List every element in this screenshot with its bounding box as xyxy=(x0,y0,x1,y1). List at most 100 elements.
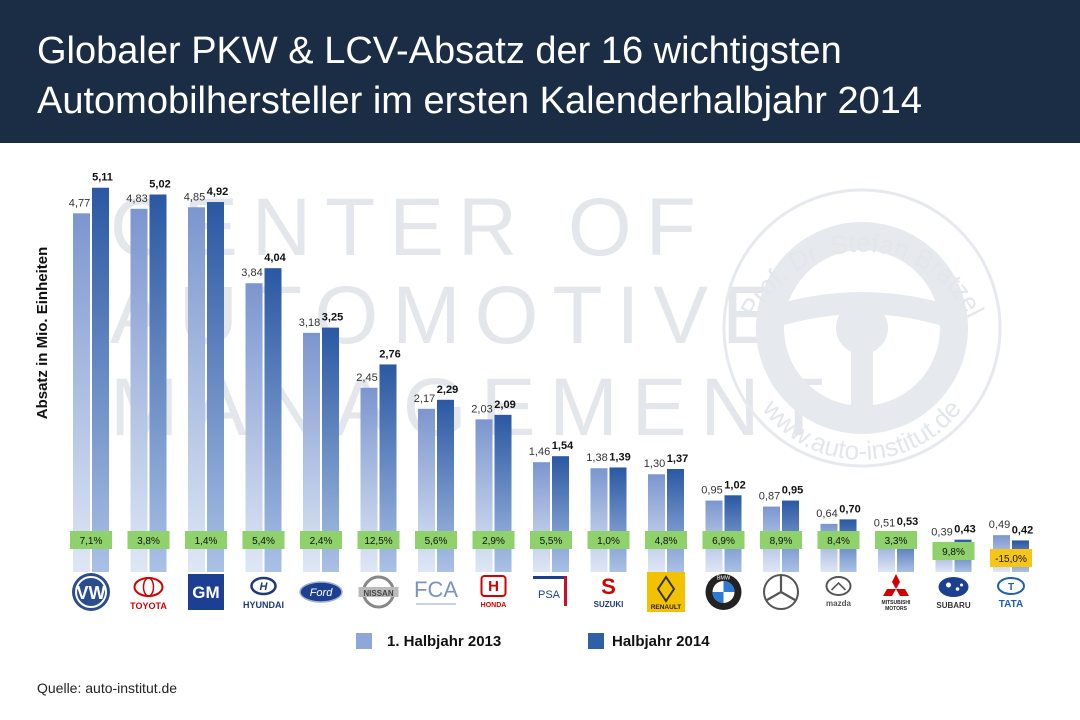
svg-text:HONDA: HONDA xyxy=(481,602,507,609)
label-2014-13: 0,70 xyxy=(839,503,860,515)
fca-logo-icon: FCA xyxy=(414,577,458,605)
growth-badge-9 xyxy=(587,531,630,549)
growth-label-10: 4,8% xyxy=(655,536,678,547)
nissan-logo-icon: NISSAN xyxy=(358,575,399,609)
growth-badge-5 xyxy=(357,531,400,549)
mercedes-logo-icon xyxy=(763,574,799,610)
growth-badge-12 xyxy=(760,531,802,549)
label-2013-10: 1,30 xyxy=(644,458,665,470)
mazda-logo-icon: mazda xyxy=(825,576,852,608)
tata-logo-icon: T TATA xyxy=(997,577,1025,610)
ford-logo-icon: Ford xyxy=(299,581,343,603)
brand-logos: VW TOYOTA GM H HYUNDAI Ford NISSAN FCA H HONDA PSA… xyxy=(72,572,1025,612)
bar-2013-5 xyxy=(360,387,378,572)
label-2014-7: 2,09 xyxy=(494,399,515,411)
label-2013-0: 4,77 xyxy=(69,197,90,209)
toyota-logo-icon: TOYOTA xyxy=(130,577,167,611)
growth-badge-10 xyxy=(645,531,687,549)
bar-2014-5 xyxy=(379,364,397,572)
growth-label-1: 3,8% xyxy=(137,536,160,547)
source-note: Quelle: auto-institut.de xyxy=(37,680,178,696)
label-2013-11: 0,95 xyxy=(701,485,722,497)
label-2013-8: 1,46 xyxy=(529,446,550,458)
growth-label-12: 8,9% xyxy=(770,536,793,547)
bar-2014-8 xyxy=(552,456,569,572)
bar-2013-1 xyxy=(130,208,148,572)
label-2014-0: 5,11 xyxy=(92,172,113,184)
svg-text:GM: GM xyxy=(192,583,219,602)
label-2014-5: 2,76 xyxy=(379,348,400,360)
label-2013-16: 0,49 xyxy=(989,519,1010,531)
growth-label-11: 6,9% xyxy=(712,536,735,547)
growth-badge-14 xyxy=(875,531,917,549)
label-2013-7: 2,03 xyxy=(471,403,492,415)
growth-badge-7 xyxy=(472,531,515,549)
bar-2013-8 xyxy=(533,462,550,572)
svg-text:TOYOTA: TOYOTA xyxy=(130,601,167,611)
growth-label-8: 5,5% xyxy=(540,536,563,547)
growth-badge-4 xyxy=(300,531,342,549)
bar-2013-9 xyxy=(590,468,608,572)
label-2013-4: 3,18 xyxy=(299,317,320,329)
label-2014-16: 0,42 xyxy=(1012,524,1033,536)
growth-label-4: 2,4% xyxy=(310,536,333,547)
label-2014-14: 0,53 xyxy=(897,516,918,528)
label-2013-6: 2,17 xyxy=(414,393,435,405)
growth-badge-3 xyxy=(242,531,285,549)
growth-badge-13 xyxy=(817,531,860,549)
y-axis-label: Absatz in Mio. Einheiten xyxy=(34,247,51,420)
label-2014-15: 0,43 xyxy=(954,524,975,536)
honda-logo-icon: H HONDA xyxy=(480,575,507,609)
svg-text:HYUNDAI: HYUNDAI xyxy=(243,600,284,610)
svg-text:T: T xyxy=(1008,582,1014,593)
bar-2014-1 xyxy=(149,194,167,572)
svg-text:S: S xyxy=(601,574,616,599)
gm-logo-icon: GM xyxy=(188,574,224,610)
label-2013-15: 0,39 xyxy=(931,527,952,539)
label-2014-8: 1,54 xyxy=(552,440,574,452)
svg-text:NISSAN: NISSAN xyxy=(363,589,393,598)
chart-title-line-1: Globaler PKW & LCV-Absatz der 16 wichtig… xyxy=(37,30,842,72)
label-2013-9: 1,38 xyxy=(586,452,607,464)
bar-2014-6 xyxy=(437,399,454,572)
label-2014-3: 4,04 xyxy=(264,252,286,264)
label-2013-1: 4,83 xyxy=(126,193,147,205)
legend-swatch-2013 xyxy=(356,633,372,649)
svg-text:MITSUBISHI: MITSUBISHI xyxy=(882,600,912,606)
chart-title-line-2: Automobilhersteller im ersten Kalenderha… xyxy=(37,80,923,122)
label-2014-4: 3,25 xyxy=(322,312,343,324)
label-2014-1: 5,02 xyxy=(149,178,170,190)
label-2014-11: 1,02 xyxy=(724,479,745,491)
growth-label-15: 9,8% xyxy=(942,547,965,558)
growth-badge-6 xyxy=(415,531,457,549)
growth-badge-16 xyxy=(990,549,1032,567)
label-2013-12: 0,87 xyxy=(759,491,780,503)
growth-label-2: 1,4% xyxy=(195,536,218,547)
legend-label-2013: 1. Halbjahr 2013 xyxy=(387,633,501,650)
growth-label-9: 1,0% xyxy=(597,536,620,547)
bar-2014-9 xyxy=(609,467,627,572)
label-2014-2: 4,92 xyxy=(207,186,228,198)
label-2013-3: 3,84 xyxy=(241,267,262,279)
svg-text:FCA: FCA xyxy=(414,577,458,602)
growth-badge-11 xyxy=(702,531,745,549)
growth-badge-15 xyxy=(932,542,975,560)
label-2014-10: 1,37 xyxy=(667,453,688,465)
growth-label-14: 3,3% xyxy=(885,536,908,547)
bar-2013-10 xyxy=(648,474,665,572)
label-2013-5: 2,45 xyxy=(356,372,377,384)
growth-badges: 7,1% 3,8% 1,4% 5,4% 2,4% 12,5% 5,6% 2,9% 5,5% 1,0… xyxy=(70,531,1032,567)
svg-text:SUBARU: SUBARU xyxy=(936,601,970,610)
steering-spoke xyxy=(766,292,958,329)
growth-label-3: 5,4% xyxy=(252,536,275,547)
bar-2013-3 xyxy=(245,283,263,572)
svg-text:H: H xyxy=(260,581,269,593)
label-2014-9: 1,39 xyxy=(609,451,630,463)
bar-2014-4 xyxy=(322,327,339,572)
legend: 1. Halbjahr 2013 Halbjahr 2014 xyxy=(356,633,710,650)
label-2014-12: 0,95 xyxy=(782,485,803,497)
growth-label-16: -15,0% xyxy=(995,554,1027,565)
